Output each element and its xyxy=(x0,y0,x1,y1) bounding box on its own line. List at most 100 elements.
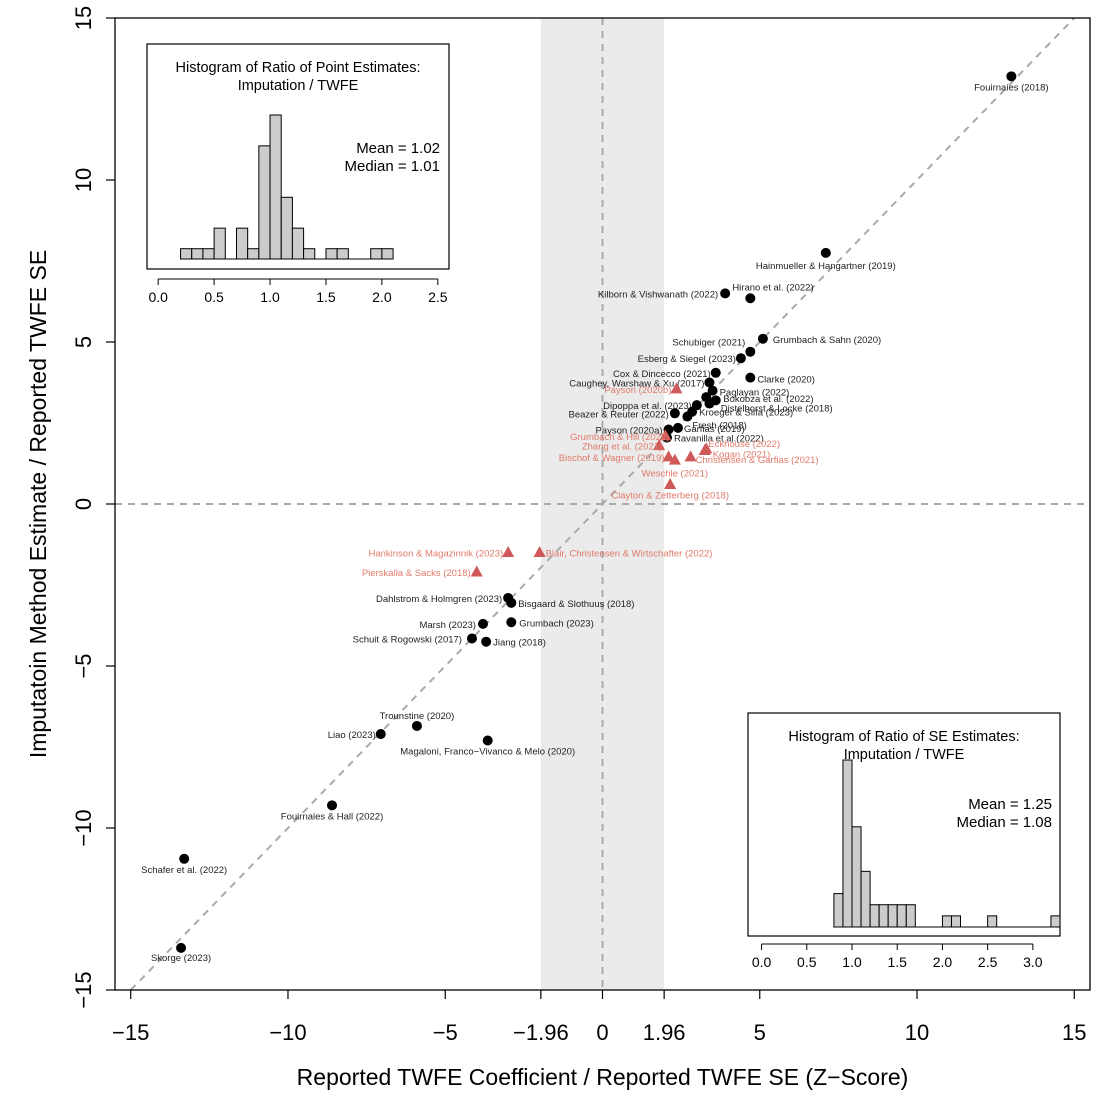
point-label: Schubiger (2021) xyxy=(672,338,745,349)
x-tick-label: 10 xyxy=(905,1020,929,1045)
y-tick-label: −5 xyxy=(71,653,96,678)
point-label: Schafer et al. (2022) xyxy=(141,865,227,876)
point-label: Fouirnaies (2018) xyxy=(974,82,1048,93)
triangle-point xyxy=(684,450,697,462)
circle-point xyxy=(506,597,517,608)
circle-point xyxy=(1006,71,1017,82)
point-label: Ravanilla et al.(2022) xyxy=(674,434,764,445)
point-label: Christensen & Garfias (2021) xyxy=(696,455,819,466)
point-label: Paglayan (2022) xyxy=(720,388,790,399)
circle-point xyxy=(466,633,477,644)
point-label: Marsh (2023) xyxy=(419,620,476,631)
histogram-x-tick-label: 0.5 xyxy=(204,289,224,305)
point-label: Beazer & Reuter (2022) xyxy=(568,409,668,420)
point-label: Kilborn & Vishwanath (2022) xyxy=(598,289,718,300)
circle-point xyxy=(745,293,756,304)
point-label: Pierskalla & Sacks (2018) xyxy=(362,568,471,579)
triangle-point xyxy=(653,439,666,451)
histogram-bar xyxy=(280,196,293,260)
circle-point xyxy=(757,333,768,344)
triangle-point xyxy=(659,429,672,441)
point-label: Clarke (2020) xyxy=(757,375,815,386)
circle-point xyxy=(704,377,715,388)
x-tick-label: −15 xyxy=(112,1020,149,1045)
circle-point xyxy=(375,729,386,740)
point-label: Hirano et al. (2022) xyxy=(732,282,813,293)
x-tick-label: −1.96 xyxy=(513,1020,569,1045)
histogram-bar xyxy=(325,248,338,260)
point-label: Payson (2020a) xyxy=(595,425,662,436)
y-tick-label: 5 xyxy=(71,336,96,348)
histogram-x-tick-label: 3.0 xyxy=(1023,954,1043,970)
histogram-bar xyxy=(896,904,907,928)
histogram-x-tick-label: 2.0 xyxy=(933,954,953,970)
histogram-bar xyxy=(878,904,889,928)
histogram-subtitle: Imputation / TWFE xyxy=(238,78,359,94)
histogram-stat: Mean = 1.02 xyxy=(356,140,440,157)
histogram-bar xyxy=(258,145,271,260)
histogram-bar xyxy=(247,248,260,260)
point-label: Trounstine (2020) xyxy=(380,711,455,722)
x-axis-label: Reported TWFE Coefficient / Reported TWF… xyxy=(297,1064,909,1090)
histogram-stat: Median = 1.01 xyxy=(345,158,441,175)
point-label: Clayton & Zetterberg (2018) xyxy=(611,491,729,502)
point-label: Caughey, Warshaw & Xu (2017) xyxy=(569,379,704,390)
circle-point xyxy=(411,720,422,731)
histogram-bar xyxy=(851,826,862,928)
point-label: Bisgaard & Slothuus (2018) xyxy=(518,599,634,610)
x-tick-label: 15 xyxy=(1062,1020,1086,1045)
point-label: Kroeger & Silfa (2023) xyxy=(699,408,793,419)
histogram-stat: Median = 1.08 xyxy=(957,814,1053,831)
histogram-title: Histogram of Ratio of Point Estimates: xyxy=(176,60,421,76)
histogram-x-tick-label: 1.0 xyxy=(842,954,862,970)
inset-frame xyxy=(747,712,1061,937)
main-scatter-plot: −15 −10 −5 −1.96 0 1.96 5 10 15 −15 −10 −5 0 5 10 15 Rep… xyxy=(25,6,1091,1090)
point-label: Esberg & Siegel (2023) xyxy=(638,354,736,365)
point-label: Cox & Dincecco (2021) xyxy=(613,369,711,380)
circle-point xyxy=(672,422,683,433)
triangle-point xyxy=(533,546,546,557)
histogram-bar xyxy=(941,915,952,928)
histogram-bar xyxy=(842,759,853,928)
histogram-x-tick-label: 2.5 xyxy=(978,954,998,970)
circle-point xyxy=(481,636,492,647)
histogram-x-tick-label: 0.5 xyxy=(797,954,817,970)
circle-point xyxy=(820,247,831,258)
y-axis-label: Imputatoin Method Estimate / Reported TW… xyxy=(25,250,51,758)
circle-point xyxy=(477,618,488,629)
y-tick-label: 10 xyxy=(71,168,96,192)
histogram-bar xyxy=(1050,915,1061,928)
histogram-x-tick-label: 0.0 xyxy=(148,289,168,305)
histogram-stat: Mean = 1.25 xyxy=(968,796,1052,813)
histogram-bar xyxy=(833,893,844,928)
histogram-bar xyxy=(180,248,193,260)
point-label: Blair, Christensen & Wirtschafter (2022) xyxy=(546,549,713,560)
histogram-subtitle: Imputation / TWFE xyxy=(844,747,965,763)
circle-point xyxy=(506,617,517,628)
triangle-point xyxy=(662,450,675,462)
point-label: Fresh (2018) xyxy=(692,421,746,432)
histogram-bar xyxy=(303,248,316,260)
histogram-bar xyxy=(191,248,204,260)
circle-point xyxy=(745,346,756,357)
circle-point xyxy=(704,398,715,409)
circle-point xyxy=(179,853,190,864)
histogram-bar xyxy=(202,248,215,260)
histogram-bar xyxy=(213,227,226,260)
point-label: Fouirnaies & Hall (2022) xyxy=(281,811,383,822)
point-label: Magaloni, Franco−Vivanco & Melo (2020) xyxy=(400,747,575,758)
histogram-x-tick-label: 1.0 xyxy=(260,289,280,305)
histogram-x-tick-label: 1.5 xyxy=(887,954,907,970)
histogram-title: Histogram of Ratio of SE Estimates: xyxy=(788,729,1019,745)
reference-line-diagonal xyxy=(130,17,1075,991)
histogram-bar xyxy=(987,915,998,928)
histogram-bar xyxy=(235,227,249,260)
histogram-x-tick-label: 0.0 xyxy=(752,954,772,970)
histogram-bar xyxy=(860,870,871,928)
circle-point xyxy=(720,288,731,299)
histogram-bar xyxy=(381,248,394,260)
point-label: Grumbach & Sahn (2020) xyxy=(773,335,881,346)
y-tick-label: −10 xyxy=(71,809,96,846)
circle-point xyxy=(735,353,746,364)
